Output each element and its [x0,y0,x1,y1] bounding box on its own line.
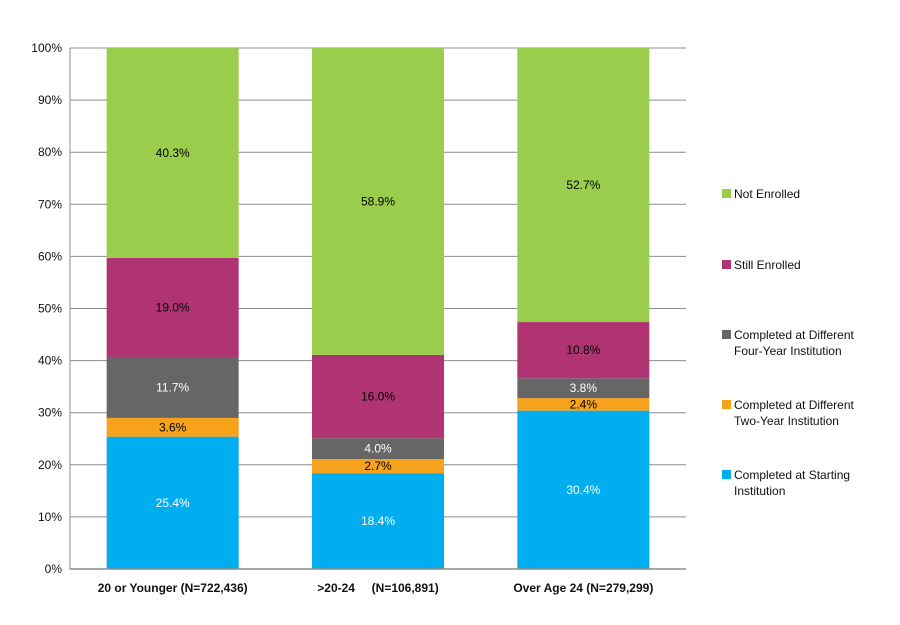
legend-label: Still Enrolled [734,257,894,273]
data-label: 2.4% [570,397,598,411]
bar-segment [106,48,239,258]
legend-label-line: Four-Year Institution [734,344,842,358]
data-label: 25.4% [156,496,190,510]
legend-label-line: Not Enrolled [734,187,801,201]
data-label: 18.4% [361,514,395,528]
legend-label: Not Enrolled [734,186,894,202]
legend-label-line: Completed at Different [734,328,854,342]
bar-segment [106,356,239,418]
data-label: 19.0% [156,300,190,314]
y-tick-label: 30% [38,406,62,420]
bar-segment [106,436,239,569]
y-tick-label: 90% [38,93,62,107]
legend-label-line: Completed at Different [734,398,854,412]
data-label: 11.7% [156,380,189,394]
y-tick-label: 80% [38,145,62,159]
bar-segment [312,459,444,474]
x-tick-label: 20 or Younger (N=722,436) [98,581,248,595]
y-tick-label: 40% [38,354,62,368]
bar-segment [312,438,444,460]
bar-segment [312,473,444,569]
y-tick-label: 0% [45,562,63,576]
legend-label: Completed at Starting Institution [734,467,894,499]
x-tick-label: Over Age 24 (N=279,299) [513,581,653,595]
legend-swatch [722,400,731,409]
bar-segment [106,417,239,437]
y-tick-label: 20% [38,458,62,472]
legend-label-line: Institution [734,484,786,498]
bar-segment [517,410,650,569]
data-label: 16.0% [361,390,395,404]
legend-label-line: Two-Year Institution [734,414,839,428]
data-label: 3.8% [570,381,598,395]
data-label: 58.9% [361,194,395,208]
y-tick-label: 70% [38,197,62,211]
x-tick-label: >20-24 (N=106,891) [317,581,438,595]
data-label: 40.3% [156,146,190,160]
data-label: 52.7% [566,178,600,192]
bar-segment [312,354,444,439]
bar-segment [312,48,444,355]
y-tick-label: 60% [38,249,62,263]
y-tick-label: 10% [38,510,62,524]
legend-swatch [722,189,731,198]
data-label: 3.6% [159,420,187,434]
bar-segment [106,257,239,357]
bar-segment [517,398,650,411]
legend-swatch [722,330,731,339]
y-tick-label: 100% [31,41,62,55]
data-label: 2.7% [364,459,392,473]
bar-segment [517,322,650,379]
legend-swatch [722,260,731,269]
data-label: 10.8% [566,343,600,357]
legend-swatch [722,470,731,479]
legend-label-line: Still Enrolled [734,258,801,272]
bar-segment [517,378,650,399]
data-label: 30.4% [566,483,600,497]
legend-label: Completed at Different Four-Year Institut… [734,327,894,359]
data-label: 4.0% [364,442,392,456]
legend-label: Completed at Different Two-Year Instituti… [734,397,894,429]
legend-label-line: Completed at Starting [734,468,851,482]
y-tick-label: 50% [38,302,62,316]
bar-segment [517,48,650,323]
